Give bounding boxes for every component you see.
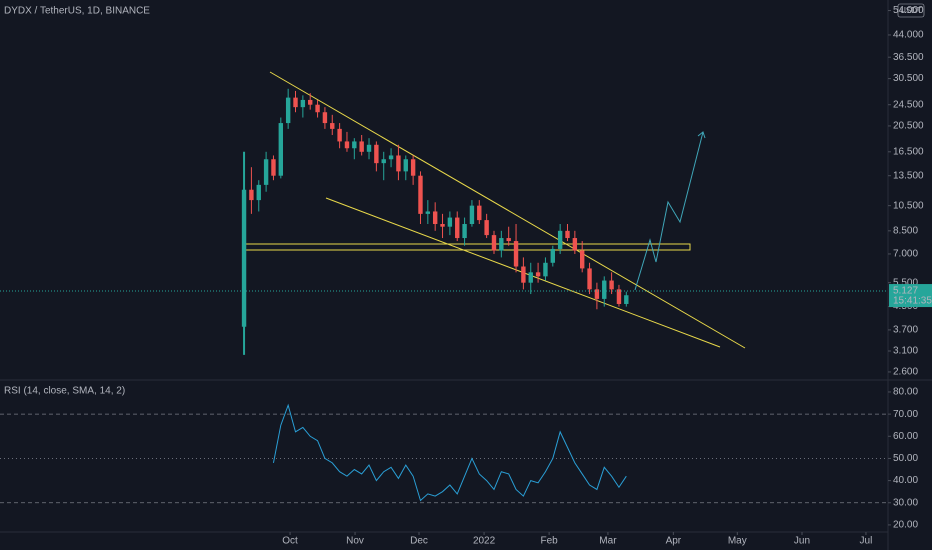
candle-body [557,230,563,249]
candle-body [565,230,570,239]
candle-body [403,159,408,172]
candle-body [521,266,526,283]
candle-body [359,141,364,152]
candle-body [455,217,460,239]
countdown-label: 15:41:35 [893,296,932,307]
x-tick-label: Jul [860,536,873,547]
y-tick-label: 36.500 [893,52,924,63]
candle-body [322,112,328,124]
candle-body [587,268,592,290]
y-tick-label: 7.000 [893,249,918,260]
x-tick-label: Jun [794,536,810,547]
x-tick-label: Oct [282,536,298,547]
candle-body [366,144,372,152]
y-tick-label: 80.00 [893,387,918,398]
candle-body [293,97,298,108]
candle-body [352,141,357,149]
candle-body [579,250,585,269]
candle-body [535,272,541,277]
y-tick-label: 30.00 [893,497,918,508]
indicator-title: RSI (14, close, SMA, 14, 2) [4,386,125,397]
y-tick-label: 40.00 [893,475,918,486]
candle-body [616,289,622,304]
candle-body [477,205,482,221]
y-tick-label: 60.00 [893,431,918,442]
candle-body [425,211,431,214]
x-tick-label: Nov [346,536,364,547]
currency-badge[interactable] [897,3,925,18]
y-tick-label: 54.000 [893,5,924,16]
candle-body [410,159,416,176]
candle-body [499,238,504,251]
candle-body [506,238,511,242]
y-tick-label: 16.500 [893,146,924,157]
candle-body [308,99,313,105]
candle-body [330,123,335,129]
candle-body [256,184,261,201]
candle-body [432,211,438,225]
candle-body [396,155,401,172]
candle-body [543,262,548,277]
candle-body [469,205,475,225]
currency-label: USDT [900,6,922,15]
candle-body [337,128,342,142]
candle-body [624,295,629,304]
candle-body [249,189,254,201]
y-tick-label: 5.500 [893,277,918,288]
candle-body [602,280,607,299]
candle-body [315,104,320,113]
candle-body [278,123,284,176]
y-tick-label: 50.00 [893,453,918,464]
candle-body [528,272,533,283]
x-tick-label: 2022 [473,536,496,547]
candle-body [550,248,555,263]
candle-body [241,189,247,327]
x-tick-label: Feb [541,536,559,547]
last-price-label: 5.127 [893,286,918,297]
y-tick-label: 10.500 [893,200,924,211]
candle-body [594,289,600,299]
candle-body [440,224,445,227]
x-tick-label: Mar [599,536,617,547]
y-tick-label: 2.600 [893,367,918,378]
y-tick-label: 8.500 [893,225,918,236]
x-tick-label: Dec [410,536,428,547]
last-price-box [889,284,932,308]
y-tick-label: 3.100 [893,346,918,357]
trendline-upper [269,71,746,349]
candle-body [491,235,497,251]
candle-body [418,175,423,214]
projection-path [634,131,704,291]
y-tick-label: 20.500 [893,121,924,132]
projection-arrow [697,131,706,139]
candle-body [388,155,394,160]
chart-title: DYDX / TetherUS, 1D, BINANCE [4,6,150,17]
candle-body [609,280,614,290]
y-tick-label: 70.00 [893,409,918,420]
y-tick-label: 3.700 [893,325,918,336]
candle-body [462,224,467,239]
y-tick-label: 24.500 [893,99,924,110]
rsi-line [272,403,627,502]
y-tick-label: 30.500 [893,73,924,84]
candle-body [513,241,519,267]
candle-body [271,159,276,176]
candle-body [381,159,386,164]
x-tick-label: May [728,536,747,547]
y-tick-label: 20.00 [893,520,918,531]
candle-body [484,220,489,236]
y-tick-label: 13.500 [893,170,924,181]
candle-body [572,238,578,251]
candle-body [263,159,269,185]
x-tick-label: Apr [666,536,682,547]
y-tick-label: 44.000 [893,30,924,41]
candle-body [285,97,291,124]
candle-body [344,141,350,149]
candle-body [447,217,453,227]
candle-body [300,99,306,108]
candle-body [374,144,379,164]
